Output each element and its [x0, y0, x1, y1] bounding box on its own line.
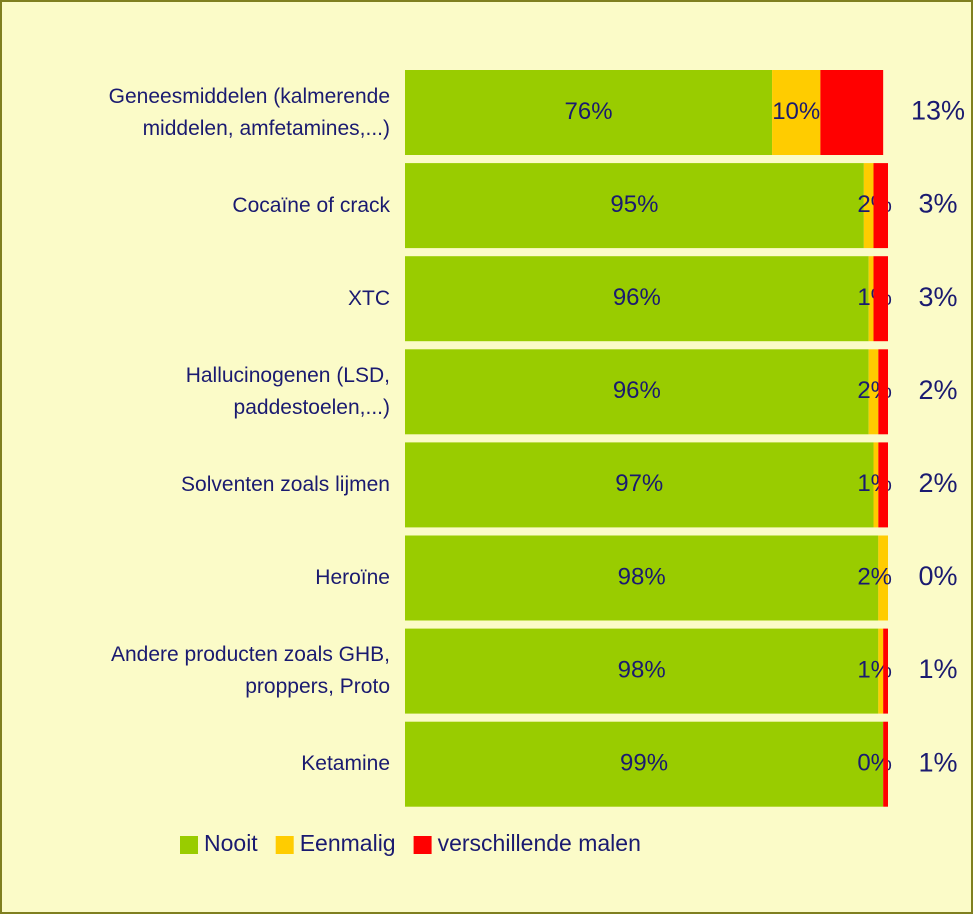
bar-segment — [863, 163, 874, 249]
category-label: XTC — [348, 286, 390, 310]
legend-swatch — [180, 836, 198, 854]
value-label: 96% — [613, 284, 661, 311]
bar-segment — [405, 721, 884, 807]
bar-segment — [868, 349, 879, 435]
bar-segment — [868, 256, 874, 342]
value-label: 10% — [772, 98, 820, 125]
bar-segment — [883, 628, 888, 714]
value-label: 76% — [565, 98, 613, 125]
value-label: 1% — [918, 654, 957, 684]
value-label: 98% — [618, 563, 666, 590]
bar-segment — [405, 256, 869, 342]
bar-segment — [405, 535, 879, 621]
value-label: 2% — [857, 563, 892, 590]
bar-segment — [878, 535, 888, 621]
value-label: 97% — [615, 470, 663, 497]
bar-segment — [820, 70, 884, 155]
bar-segment — [873, 442, 879, 528]
value-label: 2% — [918, 375, 957, 405]
bar-segment — [878, 349, 888, 435]
bar-segment — [878, 628, 884, 714]
value-label: 96% — [613, 377, 661, 404]
category-label: Cocaïne of crack — [232, 193, 390, 217]
category-label: Andere producten zoals GHB, proppers, Pr… — [111, 643, 390, 699]
legend-label: Eenmalig — [300, 830, 396, 856]
legend-label: Nooit — [204, 830, 258, 856]
value-label: 95% — [610, 191, 658, 218]
bar-segment — [873, 256, 888, 342]
category-label: Ketamine — [301, 752, 390, 776]
bar-segment — [405, 70, 773, 155]
bar-segment — [873, 163, 888, 249]
value-label: 99% — [620, 750, 668, 777]
bar-segment — [405, 628, 879, 714]
bar-segment — [883, 721, 888, 807]
bar-segment — [405, 349, 869, 435]
value-label: 3% — [918, 282, 957, 312]
value-label: 13% — [911, 96, 965, 126]
value-label: 2% — [918, 468, 957, 498]
legend-swatch — [413, 836, 432, 854]
bar-segment — [405, 163, 864, 249]
category-label: Hallucinogenen (LSD, paddestoelen,...) — [185, 363, 390, 419]
bar-segment — [405, 442, 874, 528]
value-label: 98% — [618, 656, 666, 683]
category-label: Geneesmiddelen (kalmerende middelen, amf… — [108, 84, 390, 140]
value-label: 3% — [918, 189, 957, 219]
bar-segment — [878, 442, 888, 528]
legend-label: verschillende malen — [438, 830, 641, 856]
value-label: 0% — [918, 561, 957, 591]
value-label: 1% — [918, 747, 957, 777]
category-label: Solventen zoals lijmen — [181, 472, 390, 496]
category-label: Heroïne — [315, 566, 390, 589]
legend-swatch — [275, 836, 294, 854]
bar-segment — [772, 70, 821, 155]
